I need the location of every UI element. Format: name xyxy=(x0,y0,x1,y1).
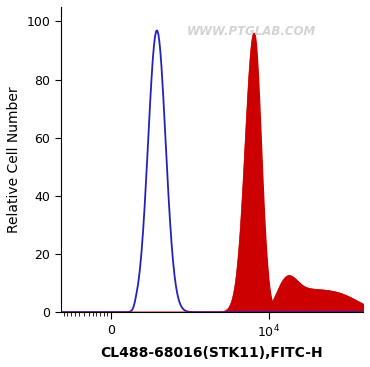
Y-axis label: Relative Cell Number: Relative Cell Number xyxy=(7,86,21,233)
X-axis label: CL488-68016(STK11),FITC-H: CL488-68016(STK11),FITC-H xyxy=(101,346,323,360)
Text: WWW.PTGLAB.COM: WWW.PTGLAB.COM xyxy=(186,25,316,38)
